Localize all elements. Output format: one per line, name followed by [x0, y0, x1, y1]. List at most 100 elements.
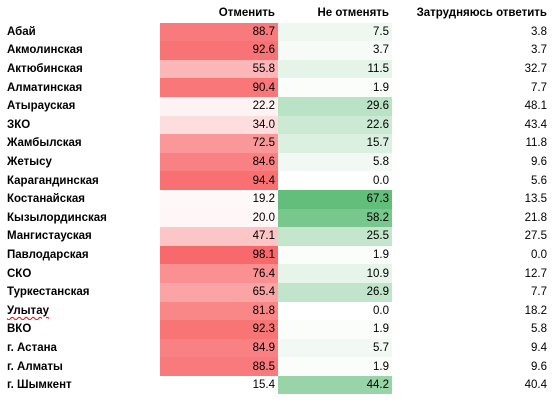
region-cell[interactable]: г. Шымкент: [4, 376, 160, 395]
region-name: ЗКО: [7, 118, 31, 131]
hard-to-answer-value-cell[interactable]: 21.8: [524, 211, 547, 224]
cancel-value-cell[interactable]: 34.0: [160, 115, 278, 135]
keep-value-cell[interactable]: 5.7: [278, 338, 392, 358]
hard-to-answer-value-cell[interactable]: 7.7: [531, 81, 547, 94]
hard-to-answer-value-cell[interactable]: 5.6: [531, 174, 547, 187]
cancel-value-cell[interactable]: 92.3: [160, 320, 278, 339]
hard-to-answer-value-cell[interactable]: 3.7: [531, 44, 547, 57]
keep-value-cell[interactable]: 29.6: [278, 96, 392, 116]
keep-value-cell[interactable]: 0.0: [278, 171, 392, 190]
keep-value-cell[interactable]: 11.5: [278, 59, 392, 79]
hard-to-answer-value-cell[interactable]: 40.4: [524, 379, 547, 392]
keep-value-cell[interactable]: 67.3: [278, 189, 392, 209]
cancel-value-cell[interactable]: 84.6: [160, 152, 278, 172]
hard-to-answer-value-cell[interactable]: 32.7: [524, 63, 547, 76]
hard-to-answer-value-cell[interactable]: 0.0: [531, 249, 547, 262]
cancel-value-cell[interactable]: 84.9: [160, 338, 278, 358]
region-cell[interactable]: ВКО: [4, 320, 160, 339]
keep-value-cell[interactable]: 1.9: [278, 78, 392, 97]
hard-to-answer-value-cell[interactable]: 9.6: [531, 156, 547, 169]
region-cell[interactable]: Атырауская: [4, 97, 160, 116]
region-cell[interactable]: Актюбинская: [4, 60, 160, 79]
hard-to-answer-value-cell[interactable]: 27.5: [524, 230, 547, 243]
region-cell[interactable]: СКО: [4, 264, 160, 283]
hard-to-answer-value-cell[interactable]: 43.4: [524, 118, 547, 131]
cancel-value-cell[interactable]: 94.4: [160, 171, 278, 190]
keep-value-cell[interactable]: 3.7: [278, 41, 392, 60]
hard-to-answer-value-cell[interactable]: 13.5: [524, 193, 547, 206]
header-hard-to-answer-cell[interactable]: Затрудняюсь ответить: [416, 7, 547, 20]
region-cell[interactable]: Мангистауская: [4, 227, 160, 246]
header-row: Отменить Не отменять Затрудняюсь ответит…: [4, 4, 550, 23]
header-region-cell[interactable]: [4, 4, 160, 23]
hard-to-answer-value-cell[interactable]: 18.2: [524, 304, 547, 317]
region-cell[interactable]: Костанайская: [4, 190, 160, 209]
keep-value-cell[interactable]: 0.0: [278, 301, 392, 321]
keep-value-cell[interactable]: 1.9: [278, 320, 392, 339]
keep-value-cell[interactable]: 10.9: [278, 264, 392, 283]
cancel-value-cell[interactable]: 65.4: [160, 282, 278, 302]
region-name: Костанайская: [7, 193, 85, 206]
keep-value-cell[interactable]: 22.6: [278, 115, 392, 135]
region-name: Туркестанская: [7, 286, 90, 299]
region-cell[interactable]: Туркестанская: [4, 283, 160, 302]
cancel-value-cell[interactable]: 15.4: [160, 375, 278, 395]
cancel-value-cell[interactable]: 98.1: [160, 245, 278, 265]
hard-to-answer-value-cell[interactable]: 9.4: [531, 341, 547, 354]
cancel-value-cell[interactable]: 22.2: [160, 96, 278, 116]
keep-value-cell[interactable]: 25.5: [278, 227, 392, 246]
cancel-value-cell[interactable]: 76.4: [160, 264, 278, 283]
cancel-value-cell[interactable]: 81.8: [160, 301, 278, 321]
keep-value-cell[interactable]: 1.9: [278, 357, 392, 376]
region-name: Кызылординская: [7, 211, 107, 224]
cancel-value-cell[interactable]: 47.1: [160, 227, 278, 246]
keep-value-cell[interactable]: 15.7: [278, 134, 392, 153]
keep-value-cell[interactable]: 26.9: [278, 282, 392, 302]
cancel-value-cell[interactable]: 55.8: [160, 59, 278, 79]
region-cell[interactable]: Акмолинская: [4, 41, 160, 60]
region-cell[interactable]: Улытау: [4, 302, 160, 321]
region-cell[interactable]: Жетысу: [4, 153, 160, 172]
cancel-value-cell[interactable]: 88.7: [160, 22, 278, 42]
hard-to-answer-value-cell[interactable]: 9.6: [531, 360, 547, 373]
table-row: Туркестанская 65.4 26.9 7.7: [4, 282, 550, 302]
region-cell[interactable]: г. Астана: [4, 339, 160, 358]
hard-to-answer-value-cell[interactable]: 3.8: [531, 25, 547, 38]
table-row: Карагандинская 94.4 0.0 5.6: [4, 171, 550, 190]
cancel-value-cell[interactable]: 20.0: [160, 208, 278, 228]
region-name: Жетысу: [7, 156, 52, 169]
table-row: СКО 76.4 10.9 12.7: [4, 264, 550, 283]
cancel-value-cell[interactable]: 88.5: [160, 357, 278, 376]
region-cell[interactable]: Карагандинская: [4, 171, 160, 190]
keep-value-cell[interactable]: 5.8: [278, 152, 392, 172]
region-cell[interactable]: Абай: [4, 23, 160, 42]
region-cell[interactable]: Жамбылская: [4, 134, 160, 153]
hard-to-answer-value-cell[interactable]: 12.7: [524, 267, 547, 280]
header-cancel-cell[interactable]: Отменить: [218, 7, 275, 20]
keep-value-cell[interactable]: 7.5: [278, 22, 392, 42]
cancel-value-cell[interactable]: 90.4: [160, 78, 278, 97]
hard-to-answer-value-cell[interactable]: 48.1: [524, 100, 547, 113]
region-cell[interactable]: г. Алматы: [4, 357, 160, 376]
region-name: г. Алматы: [7, 360, 63, 373]
header-keep-cell[interactable]: Не отменять: [317, 7, 389, 20]
region-cell[interactable]: Кызылординская: [4, 209, 160, 228]
keep-value-cell[interactable]: 58.2: [278, 208, 392, 228]
table-body: Абай 88.7 7.5 3.8 Акмолинская 92.6 3.7 3.7 Актюб…: [4, 22, 550, 395]
region-cell[interactable]: ЗКО: [4, 116, 160, 135]
keep-value-cell[interactable]: 1.9: [278, 245, 392, 265]
cancel-value-cell[interactable]: 92.6: [160, 41, 278, 60]
region-cell[interactable]: Алматинская: [4, 78, 160, 97]
region-cell[interactable]: Павлодарская: [4, 246, 160, 265]
keep-value-cell[interactable]: 44.2: [278, 375, 392, 395]
region-name: г. Астана: [7, 341, 57, 354]
hard-to-answer-value-cell[interactable]: 7.7: [531, 286, 547, 299]
table-row: Жетысу 84.6 5.8 9.6: [4, 152, 550, 172]
hard-to-answer-value-cell[interactable]: 11.8: [525, 137, 547, 150]
hard-to-answer-value-cell[interactable]: 5.8: [531, 323, 547, 336]
cancel-value-cell[interactable]: 19.2: [160, 189, 278, 209]
table-row: г. Шымкент 15.4 44.2 40.4: [4, 375, 550, 395]
region-name: Жамбылская: [7, 137, 82, 150]
cancel-value-cell[interactable]: 72.5: [160, 134, 278, 153]
